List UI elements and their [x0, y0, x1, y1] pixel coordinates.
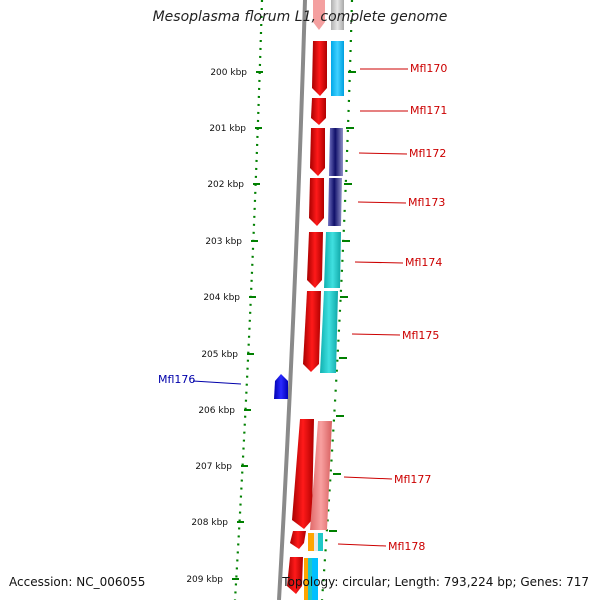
gene-label[interactable]: Mfl178: [388, 540, 425, 553]
ruler-ticks: [232, 71, 263, 580]
ruler-tick-label: 202 kbp: [207, 180, 244, 190]
gene-label[interactable]: Mfl174: [405, 256, 442, 269]
gene-label[interactable]: Mfl172: [409, 147, 446, 160]
cog-bar: [308, 533, 314, 551]
cog-bar: [312, 558, 318, 600]
ruler-tick-label: 203 kbp: [205, 237, 242, 247]
gene-label[interactable]: Mfl176: [158, 373, 195, 386]
ruler-tick-label: 206 kbp: [198, 406, 235, 416]
gene-arrow[interactable]: [290, 531, 306, 549]
gene-arrow-reverse[interactable]: [274, 374, 288, 399]
cog-ring-line: [320, 0, 354, 600]
cog-bar: [310, 421, 332, 530]
accession-text: Accession: NC_006055: [9, 575, 146, 589]
gene-arrow[interactable]: [287, 557, 303, 594]
map-title: Mesoplasma florum L1, complete genome: [152, 9, 448, 25]
ruler-tick-label: 207 kbp: [195, 462, 232, 472]
label-line: [192, 380, 242, 385]
label-line: [351, 333, 401, 336]
gene-arrow[interactable]: [310, 128, 325, 176]
gene-arrow[interactable]: [307, 232, 323, 288]
backbone-line: [277, 0, 307, 600]
cog-bar: [324, 232, 341, 288]
ruler-tick-label: 208 kbp: [191, 518, 228, 528]
cog-bar: [320, 291, 338, 373]
label-line: [357, 201, 407, 204]
gene-arrow[interactable]: [312, 41, 327, 96]
ruler-tick-label: 200 kbp: [210, 68, 247, 78]
cog-bar: [331, 41, 344, 96]
cog-bar: [304, 558, 308, 600]
ruler-tick-label: 205 kbp: [201, 350, 238, 360]
gene-label[interactable]: Mfl170: [410, 62, 447, 75]
ruler-tick-label: 204 kbp: [203, 293, 240, 303]
topology-text: Topology: circular; Length: 793,224 bp; …: [282, 575, 589, 589]
gene-arrow[interactable]: [311, 98, 326, 125]
cog-bar: [329, 128, 343, 176]
gene-arrow[interactable]: [292, 419, 314, 529]
ruler-tick-label: 201 kbp: [209, 124, 246, 134]
gene-label[interactable]: Mfl175: [402, 329, 439, 342]
cog-bar: [308, 558, 312, 600]
gene-arrow[interactable]: [309, 178, 324, 226]
label-line: [343, 476, 393, 480]
cog-bar: [331, 0, 344, 30]
ruler-tick-label: 209 kbp: [186, 575, 223, 585]
cog-bar: [314, 533, 318, 551]
label-line: [337, 543, 387, 547]
cog-bars: [304, 41, 344, 600]
gene-label[interactable]: Mfl177: [394, 473, 431, 486]
label-line: [354, 261, 404, 264]
gene-label[interactable]: Mfl171: [410, 104, 447, 117]
gene-arrow[interactable]: [313, 0, 325, 30]
cog-ring-ticks: [329, 71, 356, 532]
gene-label[interactable]: Mfl173: [408, 196, 445, 209]
forward-genes: [287, 41, 327, 594]
gene-label-lines: [192, 68, 408, 547]
gene-arrow[interactable]: [303, 291, 321, 372]
cog-bar: [318, 533, 323, 551]
cog-bar: [328, 178, 342, 226]
label-line: [358, 152, 408, 155]
